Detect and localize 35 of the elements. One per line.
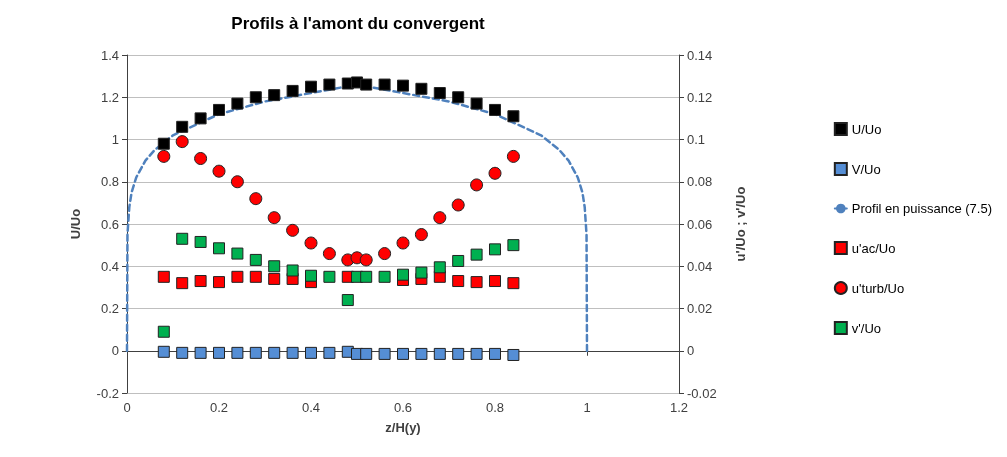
y2-tick-label: 0.08 [687,174,713,190]
y2-tick-label: 0.1 [687,132,706,147]
y2-tick-label: 0.12 [687,89,713,105]
y2-tick-label: 0.02 [687,301,713,316]
legend-label: U/Uo [851,121,882,137]
legend-label: u'ac/Uo [851,240,896,256]
y-axis-title: U/Uo [68,208,83,240]
x-tick-label: 0.8 [485,400,505,415]
x-tick-label: 0.2 [209,400,229,415]
x-tick-label: 1 [583,400,591,415]
y-tick-label: 0.2 [100,301,119,316]
x-tick-label: 0.6 [393,400,413,415]
y-tick-label: 0.6 [100,216,119,232]
legend-label: u'turb/Uo [851,280,905,296]
y2-axis-title: u'/Uo ; v'/Uo [733,186,748,262]
y-tick-label: 1.2 [100,89,119,105]
y2-tick-label: -0.02 [687,385,717,401]
y-tick-label: 1 [111,132,119,147]
y-tick-label: -0.2 [96,385,119,401]
legend-label: V/Uo [851,161,881,177]
y2-tick-label: 0.14 [687,47,713,63]
y2-tick-label: 0 [687,343,695,359]
y2-tick-label: 0.04 [687,258,713,274]
y-tick-label: 0.4 [100,258,119,274]
y-tick-label: 0 [111,343,119,359]
x-tick-label: 0.4 [301,400,321,415]
chart-title: Profils à l'amont du convergent [231,14,486,33]
x-tick-label: 1.2 [669,400,689,415]
x-tick-label: 0 [123,400,131,415]
y-tick-label: 0.8 [100,174,119,190]
legend-label: v'/Uo [851,320,882,336]
y-tick-label: 1.4 [100,47,119,63]
y2-tick-label: 0.06 [687,216,713,232]
x-axis-title: z/H(y) [385,420,421,435]
legend-label: Profil en puissance (7.5) [851,201,993,216]
